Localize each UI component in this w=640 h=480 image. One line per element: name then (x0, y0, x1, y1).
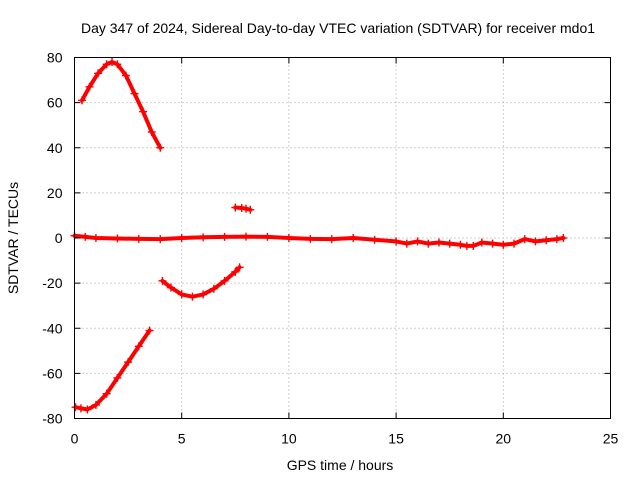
data-point (91, 234, 100, 242)
data-point (392, 237, 401, 246)
data-point (113, 373, 122, 382)
data-point (370, 235, 379, 244)
data-point (349, 234, 358, 242)
data-point (139, 107, 148, 116)
data-point (156, 143, 165, 152)
y-tick-label: 60 (47, 95, 63, 111)
data-point (424, 239, 433, 248)
data-point (147, 127, 156, 136)
data-point (188, 292, 197, 301)
data-point (199, 290, 208, 299)
series-arc-upper (78, 58, 165, 152)
data-point (145, 326, 154, 335)
x-tick-label: 10 (281, 431, 297, 447)
data-point (542, 236, 551, 245)
data-point (130, 89, 139, 98)
x-tick-label: 25 (603, 431, 619, 447)
data-point (134, 342, 143, 351)
series-line (160, 265, 242, 299)
data-point (220, 232, 229, 241)
data-point (113, 234, 122, 243)
data-point (284, 234, 293, 242)
data-point (402, 239, 411, 248)
data-point (242, 232, 251, 241)
data-point (469, 241, 478, 250)
data-point (531, 237, 540, 246)
x-tick-label: 5 (178, 431, 186, 447)
data-point (220, 276, 229, 285)
data-point (156, 235, 165, 244)
axis-ticks: 0 5 10 15 20 25 -80 -60 -40 -20 0 20 40 60 80 (42, 50, 618, 447)
series-layer (70, 58, 568, 414)
data-point (166, 283, 175, 292)
data-point (177, 234, 186, 242)
data-point (499, 240, 508, 249)
data-point (94, 69, 103, 78)
series-line (80, 60, 163, 150)
data-point (124, 358, 133, 367)
series-arc-middle (158, 263, 244, 301)
y-tick-label: 80 (47, 50, 63, 66)
data-point (102, 60, 111, 69)
x-tick-label: 0 (71, 431, 79, 447)
data-point (327, 235, 336, 244)
data-point (477, 238, 486, 247)
data-point (242, 204, 251, 213)
series-main-near-zero (70, 231, 568, 250)
series-fragment (231, 203, 255, 214)
data-point (520, 235, 529, 244)
chart-title: Day 347 of 2024, Sidereal Day-to-day VTE… (81, 20, 595, 36)
data-point (510, 239, 519, 248)
data-point (306, 234, 315, 243)
data-point (78, 96, 87, 105)
data-point (177, 290, 186, 299)
data-point (121, 71, 130, 80)
data-point (76, 404, 85, 413)
data-point (456, 240, 465, 249)
data-point (246, 205, 255, 214)
y-tick-label: -40 (42, 320, 62, 336)
data-point (263, 232, 272, 241)
data-point (81, 232, 90, 241)
data-point (85, 82, 94, 91)
x-axis-title: GPS time / hours (287, 457, 394, 473)
y-tick-label: -60 (42, 365, 62, 381)
y-tick-label: -20 (42, 275, 62, 291)
x-tick-label: 15 (388, 431, 404, 447)
data-point (91, 400, 100, 409)
data-point (134, 234, 143, 243)
data-point (108, 58, 117, 67)
data-point (71, 403, 80, 412)
data-point (235, 263, 244, 272)
data-point (102, 389, 111, 398)
data-point (434, 238, 443, 247)
data-point (231, 267, 240, 276)
y-tick-label: 40 (47, 140, 63, 156)
y-tick-label: 20 (47, 185, 63, 201)
data-point (413, 237, 422, 246)
data-point (83, 405, 92, 414)
x-tick-label: 20 (496, 431, 512, 447)
series-line (72, 233, 566, 248)
data-point (199, 233, 208, 242)
data-point (552, 235, 561, 244)
data-point (158, 276, 167, 285)
series-arc-lower (71, 326, 154, 414)
data-point (559, 234, 568, 242)
data-point (113, 60, 122, 69)
data-point (445, 239, 454, 248)
data-point (209, 284, 218, 293)
data-point (488, 239, 497, 248)
y-axis-title: SDTVAR / TECUs (5, 182, 21, 294)
y-tick-label: 0 (55, 230, 63, 246)
y-tick-label: -80 (42, 411, 62, 427)
